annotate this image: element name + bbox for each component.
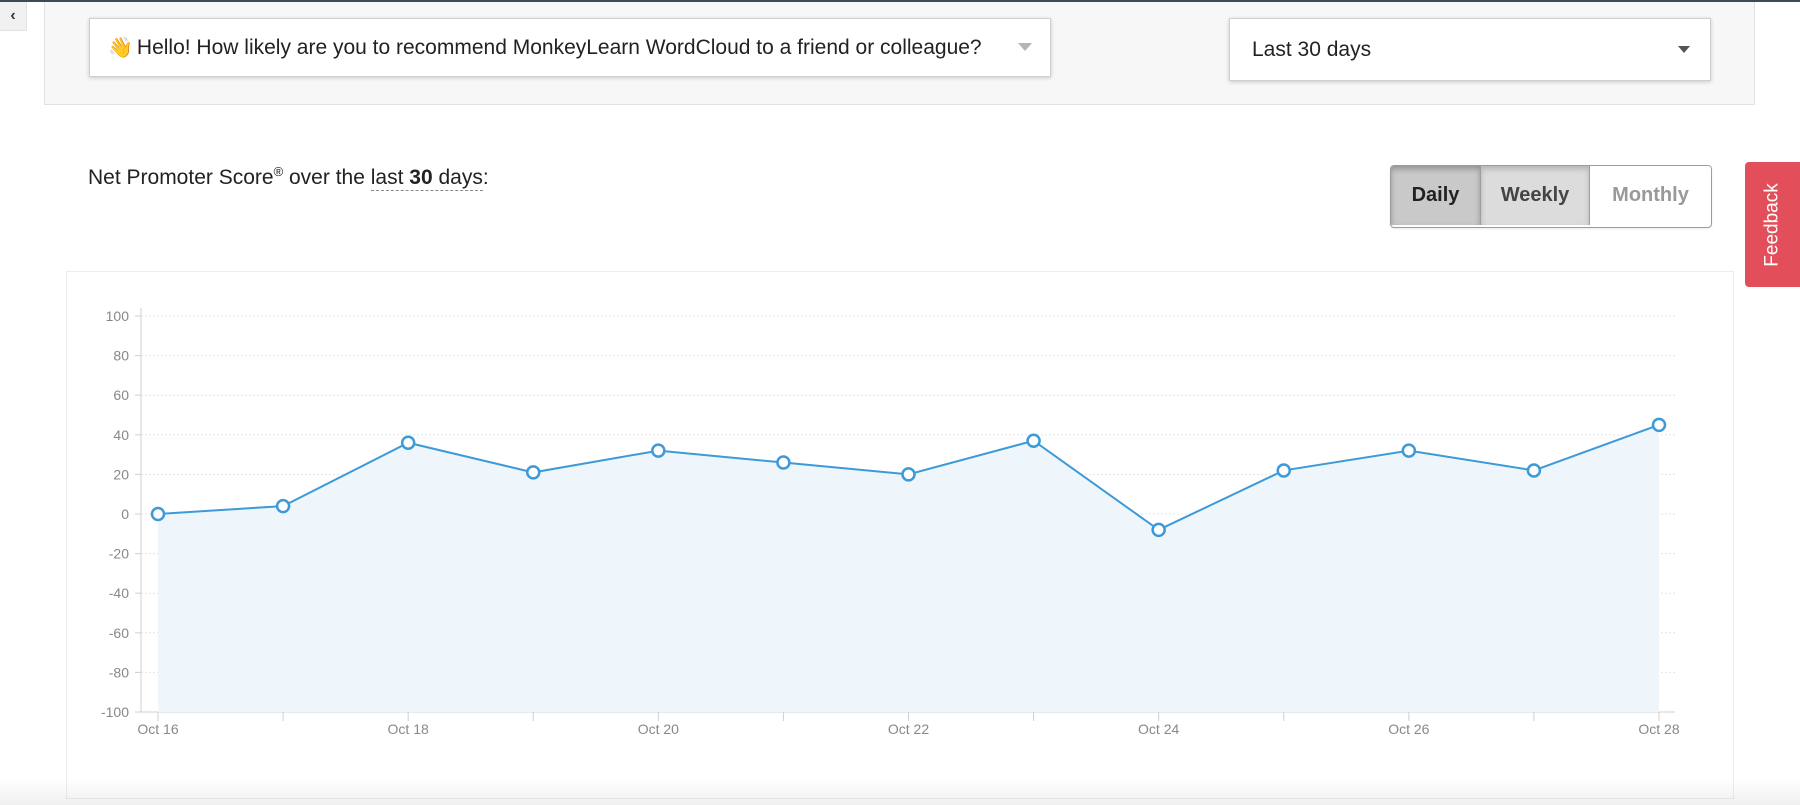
data-point (275, 498, 291, 514)
feedback-tab[interactable]: Feedback (1745, 162, 1800, 287)
feedback-label: Feedback (1761, 182, 1783, 267)
x-tick-label: Oct 26 (1388, 721, 1429, 737)
weekly-button[interactable]: Weekly (1481, 166, 1590, 225)
y-tick-label: 100 (106, 308, 130, 324)
y-tick-label: 20 (113, 466, 129, 482)
period-toggle: Daily Weekly Monthly (1390, 165, 1712, 228)
y-tick-label: -100 (101, 704, 129, 720)
x-tick-label: Oct 20 (638, 721, 679, 737)
data-point (651, 443, 666, 458)
data-point (1401, 443, 1417, 458)
registered-mark: ® (273, 164, 284, 179)
y-tick-label: -20 (109, 546, 129, 562)
data-point (776, 455, 791, 470)
question-select-value: Hello! How likely are you to recommend M… (136, 35, 982, 59)
collapse-sidebar-button[interactable]: ‹ (0, 2, 27, 31)
y-tick-label: -40 (109, 585, 129, 601)
y-tick-label: 80 (113, 348, 129, 364)
x-tick-label: Oct 22 (888, 721, 929, 737)
x-tick-label: Oct 24 (1138, 721, 1179, 737)
waving-hand-emoji: 👋 (108, 37, 133, 59)
date-range-value: Last 30 days (1252, 37, 1372, 61)
period-word: last (370, 166, 404, 189)
y-tick-label: -80 (109, 664, 129, 680)
nps-heading: Net Promoter Score® over the last 30 day… (88, 164, 489, 191)
data-point (1151, 522, 1166, 538)
daily-button[interactable]: Daily (1391, 166, 1481, 225)
period-number: 30 (409, 166, 433, 189)
nps-heading-middle: over the (283, 166, 371, 189)
x-tick-label: Oct 28 (1638, 721, 1679, 737)
data-point (1276, 463, 1291, 478)
y-tick-label: -60 (109, 625, 129, 641)
monthly-button[interactable]: Monthly (1590, 166, 1711, 225)
bottom-shadow (0, 778, 1800, 805)
series-area (158, 424, 1659, 712)
question-select[interactable]: 👋 Hello! How likely are you to recommend… (89, 18, 1051, 77)
nps-heading-suffix: : (482, 166, 489, 189)
period-link[interactable]: last 30 days (370, 166, 483, 191)
data-point (1526, 463, 1542, 478)
data-point (901, 467, 916, 482)
y-tick-label: 60 (113, 387, 129, 403)
data-point (1026, 433, 1041, 448)
top-border (0, 0, 1800, 2)
nps-heading-prefix: Net Promoter Score (88, 166, 274, 189)
y-tick-label: 0 (121, 506, 129, 522)
nps-chart: 100 80 60 40 20 0 -20 -40 -60 -80 -100 Oct 16 Oct 18… (101, 308, 1680, 737)
chevron-down-icon (1018, 43, 1032, 51)
data-point (150, 506, 166, 522)
period-unit: days (438, 166, 483, 189)
data-point (400, 435, 416, 450)
y-tick-label: 40 (113, 427, 129, 443)
chevron-down-icon (1678, 46, 1690, 53)
data-point (526, 465, 541, 480)
date-range-select[interactable]: Last 30 days (1229, 18, 1711, 81)
x-tick-label: Oct 16 (137, 721, 178, 737)
chart-panel: 100 80 60 40 20 0 -20 -40 -60 -80 -100 Oct 16 Oct 18… (66, 271, 1734, 799)
data-point (1651, 417, 1667, 433)
chevron-left-icon: ‹ (10, 7, 16, 24)
x-tick-label: Oct 18 (388, 721, 429, 737)
